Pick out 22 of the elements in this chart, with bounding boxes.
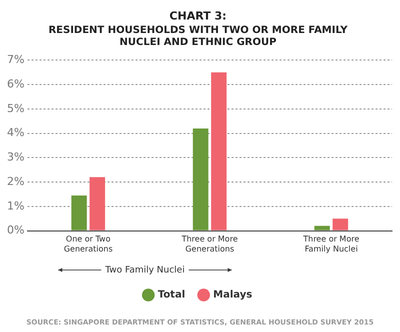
y-tick-label: 4% (7, 126, 24, 140)
y-tick-label: 1% (7, 199, 24, 212)
y-tick-label: 0% (7, 224, 24, 237)
bar (211, 72, 227, 230)
chart-subtitle: RESIDENT HOUSEHOLDS WITH TWO OR MORE FAMILY NUCLEI AND ETHNIC GROUP (48, 24, 348, 48)
y-tick-label: 2% (7, 174, 24, 188)
bar (192, 128, 208, 230)
bar (71, 195, 87, 230)
x-tick-label: One or Two Generations (64, 234, 113, 254)
legend-label: Total (158, 290, 186, 301)
y-tick-label: 5% (7, 102, 24, 115)
x-tick-label: Three or More Generations (180, 234, 238, 254)
bar (314, 226, 330, 230)
legend-label: Malays (213, 290, 252, 301)
y-tick-label: 7% (7, 53, 24, 66)
y-tick-label: 6% (7, 77, 24, 90)
text: Two Family Nuclei (104, 265, 185, 276)
y-tick-label: 3% (7, 150, 24, 164)
x-tick-label: Three or More Family Nuclei (302, 234, 360, 254)
chart-title: CHART 3: (169, 9, 227, 22)
bar (90, 177, 106, 230)
bar (332, 218, 348, 230)
